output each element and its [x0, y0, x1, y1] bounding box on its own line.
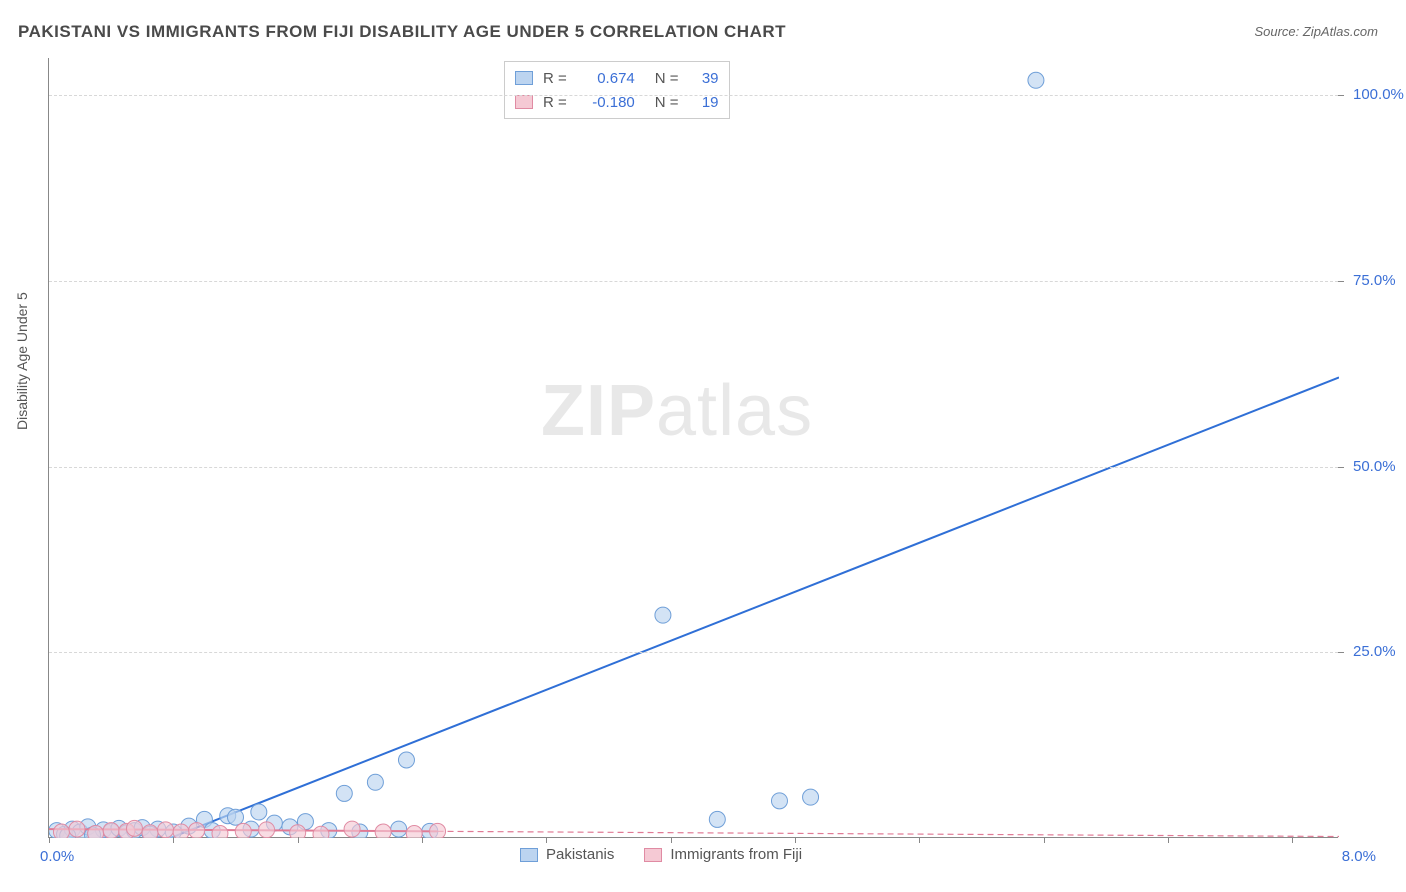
source-prefix: Source: [1254, 24, 1302, 39]
legend-swatch [644, 848, 662, 862]
ytick-label: 100.0% [1353, 86, 1404, 103]
xtick-mark [298, 837, 299, 843]
ytick-mark [1338, 281, 1344, 282]
chart-svg [49, 58, 1339, 838]
y-axis-title: Disability Age Under 5 [14, 292, 30, 430]
xtick-mark [671, 837, 672, 843]
gridline-h [49, 652, 1338, 653]
r-label: R = [543, 70, 567, 87]
x-axis-min-label: 0.0% [40, 848, 74, 865]
xtick-mark [49, 837, 50, 843]
watermark-zip: ZIP [541, 371, 656, 451]
watermark-atlas: atlas [656, 371, 813, 451]
ytick-mark [1338, 652, 1344, 653]
gridline-h [49, 467, 1338, 468]
chart-container: { "title": "PAKISTANI VS IMMIGRANTS FROM… [0, 0, 1406, 892]
xtick-mark [795, 837, 796, 843]
xtick-mark [1044, 837, 1045, 843]
legend-swatch [520, 848, 538, 862]
xtick-mark [919, 837, 920, 843]
ytick-label: 75.0% [1353, 272, 1396, 289]
x-axis-max-label: 8.0% [1342, 848, 1376, 865]
ytick-label: 50.0% [1353, 458, 1396, 475]
xtick-mark [1292, 837, 1293, 843]
ytick-label: 25.0% [1353, 643, 1396, 660]
ytick-mark [1338, 95, 1344, 96]
legend-item: Pakistanis [520, 846, 614, 863]
n-value: 39 [689, 70, 719, 87]
source-attribution: Source: ZipAtlas.com [1254, 24, 1378, 39]
legend-row: R = 0.674 N = 39 [515, 66, 719, 90]
watermark: ZIPatlas [541, 370, 813, 452]
xtick-mark [546, 837, 547, 843]
n-label: N = [655, 70, 679, 87]
xtick-mark [422, 837, 423, 843]
gridline-h [49, 95, 1338, 96]
source-name: ZipAtlas.com [1303, 24, 1378, 39]
r-value: 0.674 [577, 70, 635, 87]
plot-area: ZIPatlas R =0.674N =39R =-0.180N =19 25.… [48, 58, 1338, 838]
legend-swatch [515, 95, 533, 109]
xtick-mark [173, 837, 174, 843]
legend-row: R =-0.180N =19 [515, 90, 719, 114]
series-legend: Pakistanis Immigrants from Fiji [520, 846, 802, 863]
gridline-h [49, 281, 1338, 282]
legend-item: Immigrants from Fiji [644, 846, 802, 863]
chart-title: PAKISTANI VS IMMIGRANTS FROM FIJI DISABI… [18, 22, 786, 42]
legend-label: Immigrants from Fiji [670, 846, 802, 863]
ytick-mark [1338, 467, 1344, 468]
legend-label: Pakistanis [546, 846, 614, 863]
legend-swatch [515, 71, 533, 85]
xtick-mark [1168, 837, 1169, 843]
correlation-legend: R = 0.674 N = 39 R =-0.180N =19 [504, 61, 730, 119]
